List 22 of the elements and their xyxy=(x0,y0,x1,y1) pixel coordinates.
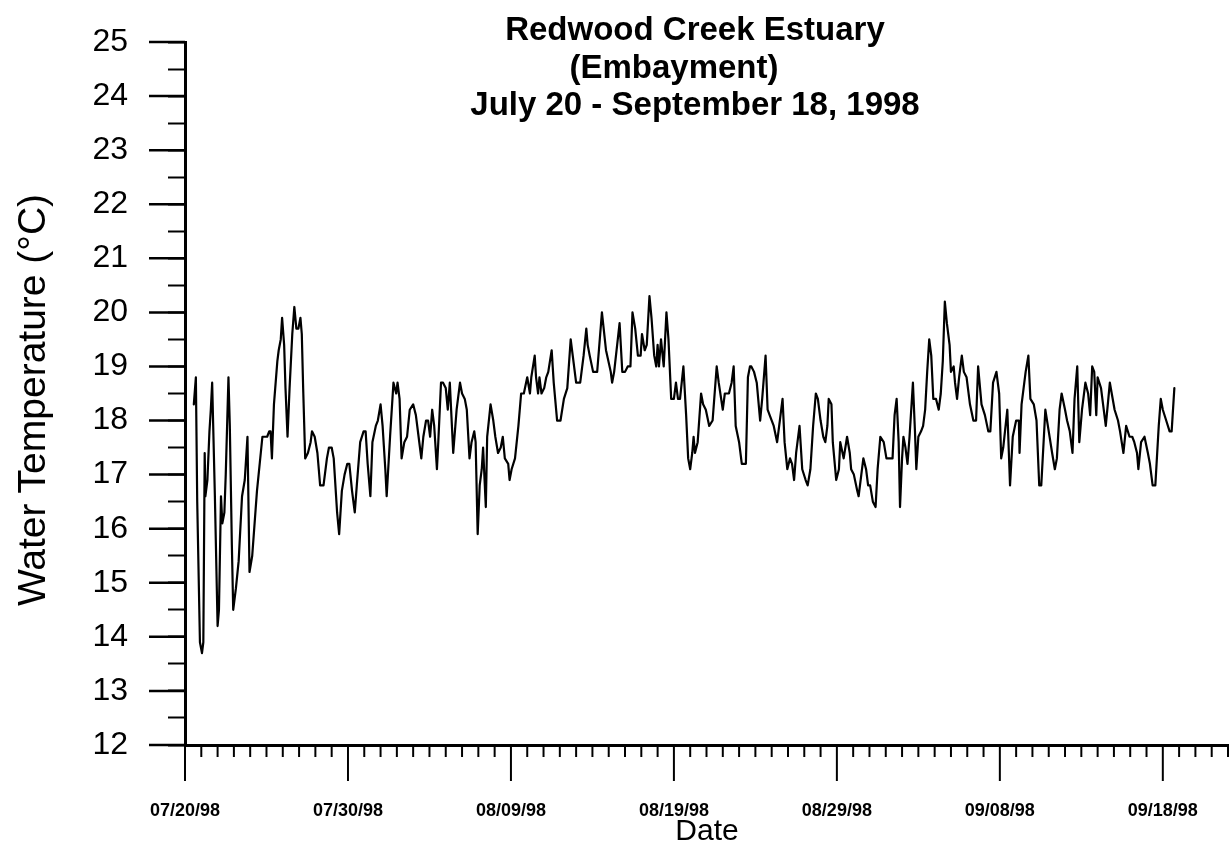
x-tick-label: 08/29/98 xyxy=(801,799,872,820)
y-tick-label: 23 xyxy=(92,129,128,166)
y-tick-label: 12 xyxy=(92,724,128,761)
chart-title: Redwood Creek Estuary (Embayment) July 20 - September 18, 1998 xyxy=(469,10,921,123)
y-tick-label: 22 xyxy=(92,184,128,221)
y-tick-label: 21 xyxy=(92,238,128,275)
y-tick-label: 15 xyxy=(92,562,128,599)
y-tick-label: 16 xyxy=(92,508,128,545)
x-tick-label: 07/30/98 xyxy=(312,799,384,820)
y-tick-label: 20 xyxy=(92,292,128,329)
x-tick-label: 09/08/98 xyxy=(964,799,1035,820)
x-tick-label: 07/20/98 xyxy=(149,799,221,820)
y-tick-label: 25 xyxy=(92,21,128,58)
y-tick-label: 13 xyxy=(92,670,128,707)
x-tick-label: 09/18/98 xyxy=(1127,799,1198,820)
y-tick-label: 17 xyxy=(92,454,128,491)
x-tick-label: 08/09/98 xyxy=(475,799,546,820)
y-tick-label: 24 xyxy=(92,75,128,112)
y-axis-title: Water Temperature (°C) xyxy=(10,193,54,607)
y-tick-label: 14 xyxy=(92,616,128,653)
y-tick-label: 18 xyxy=(92,400,128,437)
y-tick-label: 19 xyxy=(92,346,128,383)
